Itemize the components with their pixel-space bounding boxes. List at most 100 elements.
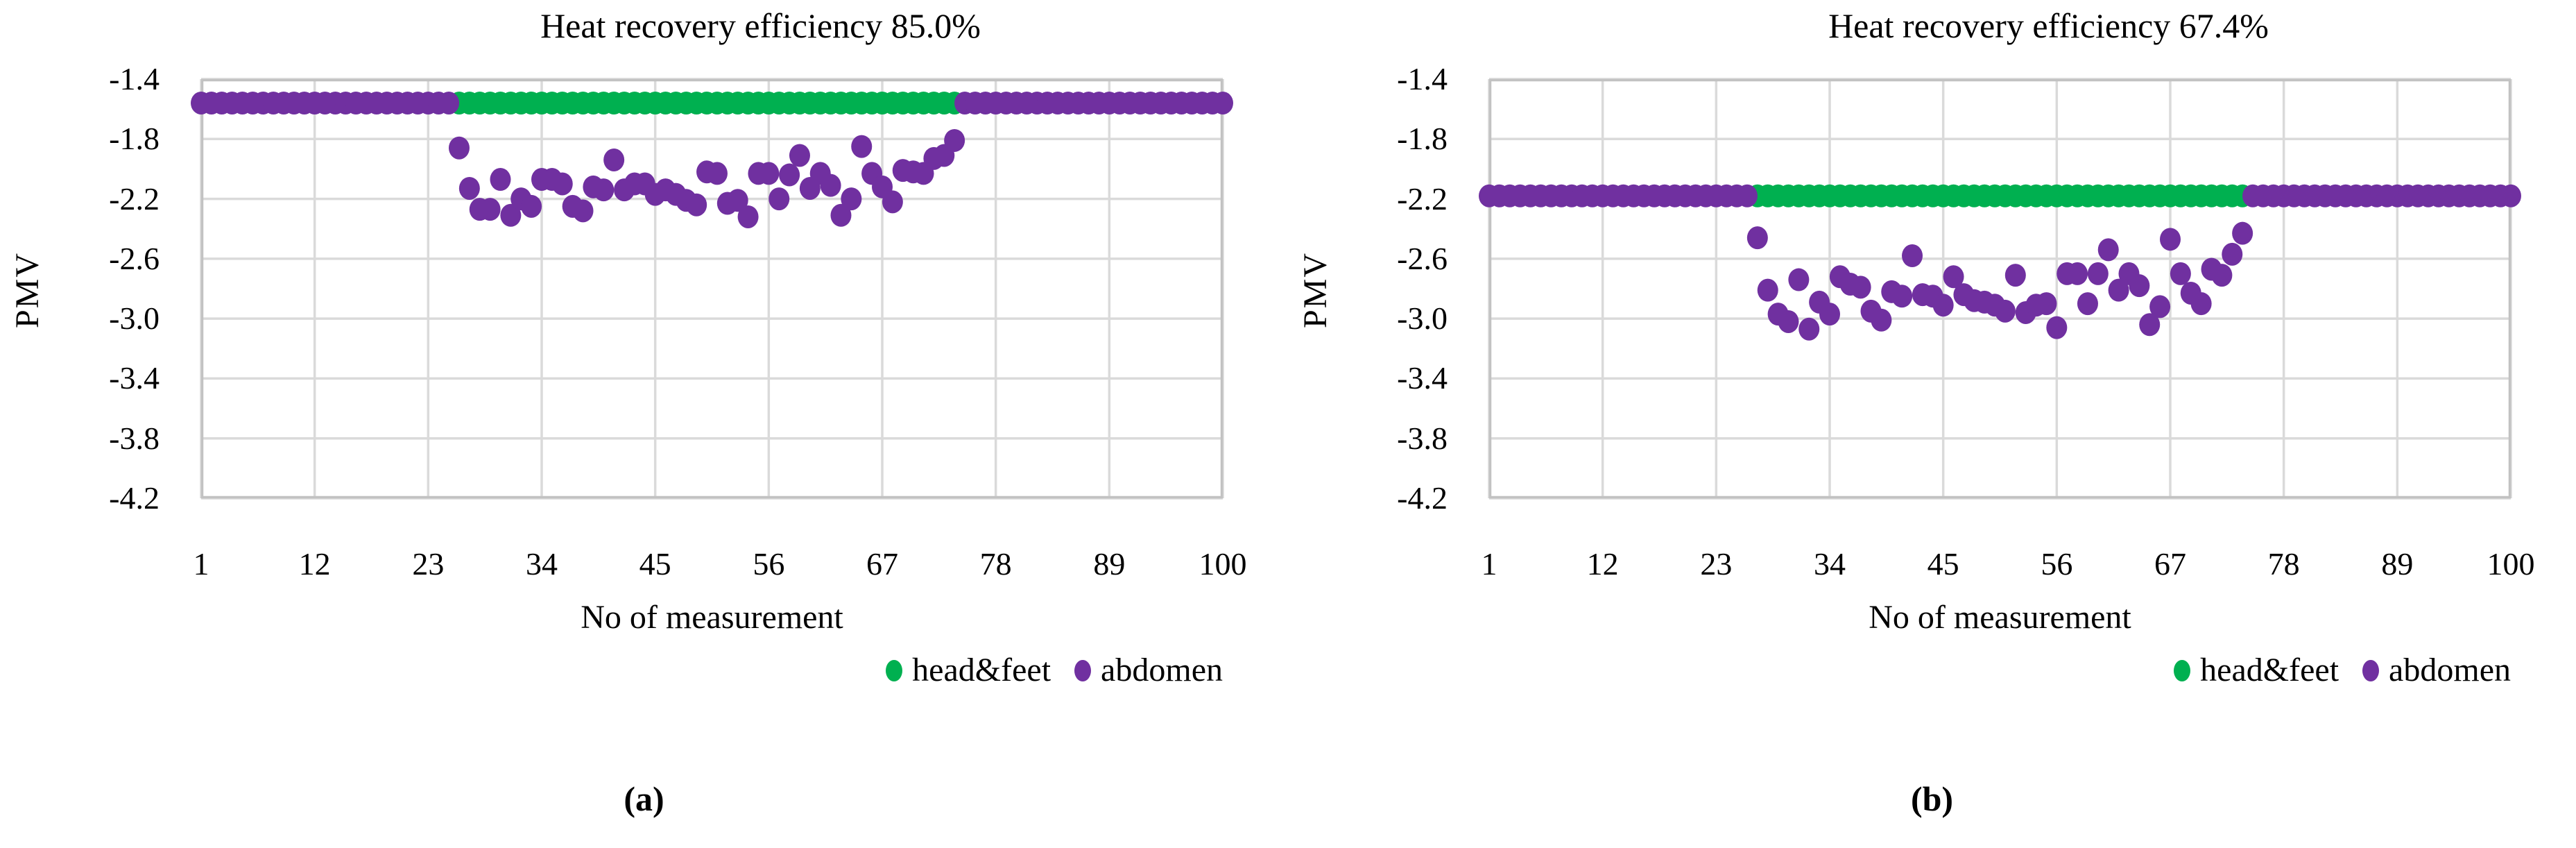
y-tick-b--1.8: -1.8 [1397,121,1448,157]
abdomen-point-b-72 [2211,264,2233,287]
x-tick-a-78: 78 [979,546,1012,582]
x-tick-a-100: 100 [1199,546,1247,582]
abdomen-point-b-41 [1891,285,1913,308]
abdomen-point-a-41 [603,148,625,171]
x-tick-b-45: 45 [1927,546,1959,582]
plot-area-b [1479,78,2521,500]
y-tick-b--1.4: -1.4 [1397,61,1448,96]
abdomen-point-b-66 [2149,295,2171,319]
legend-a: head&feet abdomen [886,651,1223,690]
x-tick-a-45: 45 [639,546,671,582]
y-tick-labels-b: -1.4 -1.8 -2.2 -2.6 -3.0 -3.4 -3.8 -4.2 [1288,0,2576,848]
abdomen-point-b-74 [2232,221,2253,245]
abdomen-point-a-25 [438,92,460,115]
abdomen-point-b-61 [2097,238,2119,262]
series-head-feet-b [1746,184,2253,207]
legend-label-abdomen: abdomen [2389,652,2511,688]
head-feet-marker-icon [886,659,903,681]
x-tick-a-1: 1 [193,546,209,582]
y-tick-a--4.2: -4.2 [109,480,160,516]
abdomen-point-b-58 [2067,262,2088,285]
abdomen-point-b-52 [2004,264,2026,287]
y-tick-b--3.8: -3.8 [1397,420,1448,456]
chart-title-a: Heat recovery efficiency 85.0% [540,6,981,45]
abdomen-point-b-67 [2160,228,2181,251]
x-tick-b-100: 100 [2487,546,2535,582]
x-axis-title-a: No of measurement [581,599,843,636]
legend-item-head-feet-b: head&feet [2174,652,2339,688]
x-tick-b-89: 89 [2381,546,2414,582]
legend-item-abdomen-a: abdomen [1074,652,1223,688]
abdomen-point-b-59 [2077,292,2098,316]
abdomen-point-b-45 [1932,294,1954,317]
abdomen-point-a-74 [944,128,965,152]
y-tick-b--2.2: -2.2 [1397,180,1448,217]
abdomen-point-a-29 [479,198,501,221]
x-tick-b-1: 1 [1481,546,1497,582]
abdomen-point-b-60 [2087,262,2109,285]
x-tick-a-34: 34 [526,546,558,582]
y-tick-a--3.4: -3.4 [109,360,160,396]
x-tick-a-23: 23 [412,546,445,582]
abdomen-point-b-30 [1778,309,1799,333]
abdomen-point-a-57 [768,187,790,211]
legend-label-head-feet: head&feet [2200,652,2339,688]
x-tick-labels-a: 1 12 23 34 45 56 67 78 89 100 [193,546,1247,582]
x-axis-title-b: No of measurement [1869,599,2131,636]
y-tick-b--2.6: -2.6 [1397,240,1448,276]
abdomen-point-a-40 [593,178,615,202]
abdomen-point-a-63 [830,203,852,227]
abdomen-point-b-65 [2139,313,2161,337]
y-tick-a--3.8: -3.8 [109,420,160,456]
abdomen-point-b-100 [2500,184,2521,207]
legend-item-abdomen-b: abdomen [2362,652,2511,688]
abdomen-point-b-55 [2036,292,2057,316]
legend-item-head-feet-a: head&feet [886,652,1051,688]
abdomen-point-b-51 [1994,299,2016,323]
abdomen-point-b-42 [1902,244,1923,268]
y-tick-a--1.4: -1.4 [109,61,160,96]
abdomen-point-b-34 [1819,303,1840,326]
abdomen-point-a-68 [882,190,903,214]
y-tick-a--3.0: -3.0 [109,300,160,337]
abdomen-point-b-31 [1788,268,1810,291]
abdomen-marker-icon [1074,659,1092,681]
abdomen-point-a-58 [779,163,800,187]
y-tick-a--1.8: -1.8 [109,121,160,157]
abdomen-point-a-56 [758,162,780,185]
caption-b: (b) [1910,779,1954,818]
x-tick-a-89: 89 [1093,546,1126,582]
abdomen-point-b-68 [2170,262,2191,285]
legend-label-head-feet: head&feet [912,652,1051,688]
legend-label-abdomen: abdomen [1101,652,1223,688]
abdomen-point-a-51 [706,162,728,185]
x-tick-b-12: 12 [1586,546,1619,582]
legend-b: head&feet abdomen [2174,651,2511,690]
abdomen-point-b-28 [1757,278,1778,302]
x-tick-a-12: 12 [298,546,331,582]
abdomen-point-b-37 [1850,275,1871,299]
x-tick-labels-b: 1 12 23 34 45 56 67 78 89 100 [1288,0,2576,848]
y-tick-a--2.2: -2.2 [109,180,160,217]
abdomen-point-a-27 [458,176,480,200]
plot-border-a [200,78,1223,499]
x-tick-b-23: 23 [1700,546,1733,582]
abdomen-point-b-62 [2108,278,2129,302]
x-tick-a-67: 67 [866,546,898,582]
y-tick-a--2.6: -2.6 [109,240,160,276]
abdomen-point-b-32 [1798,317,1820,341]
series-abdomen-a [191,92,1233,228]
abdomen-point-a-53 [727,189,748,212]
abdomen-point-a-30 [490,168,511,192]
chart-panel-a: Heat recovery efficiency 85.0% PMV -1.4-… [9,6,1247,818]
abdomen-point-b-27 [1746,226,1768,250]
abdomen-point-b-73 [2222,242,2243,266]
abdomen-point-a-64 [841,187,862,211]
abdomen-point-a-100 [1212,92,1233,115]
x-tick-a-56: 56 [753,546,785,582]
abdomen-point-a-59 [789,144,810,167]
abdomen-point-a-38 [572,199,594,223]
chart-panel-b: Heat recovery efficiency 67.4% PMV -1.4-… [1288,0,2576,848]
series-abdomen-b [1479,184,2521,341]
